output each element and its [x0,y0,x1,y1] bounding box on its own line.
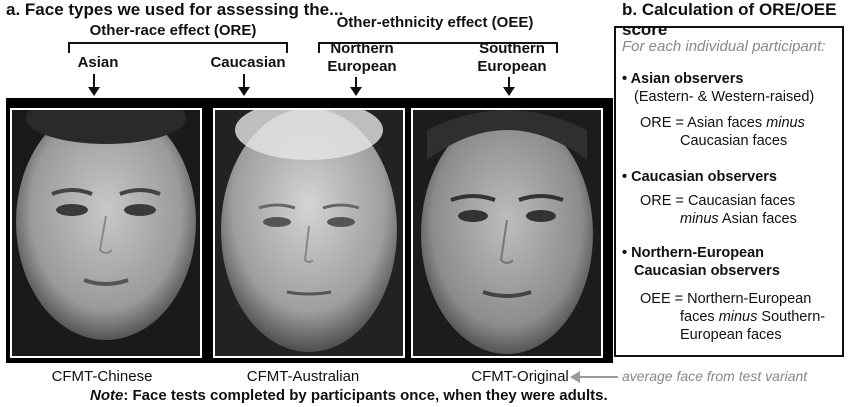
caucasian-observers-heading: • Caucasian observers [622,169,777,185]
variant-label-chinese: CFMT-Chinese [51,368,153,385]
ore-label: Other-race effect (ORE) [89,22,257,39]
left-arrow-icon [570,371,580,383]
calculation-box [614,26,844,357]
variant-label-original: CFMT-Original [471,368,569,385]
northern-oee-formula-line2: faces minus Southern- [680,309,826,325]
asian-observers-subtext: (Eastern- & Western-raised) [634,89,815,105]
northern-oee-formula-line3: European faces [680,327,782,343]
note-text: : Face tests completed by participants o… [123,387,608,404]
northern-oee-formula-line1: OEE = Northern-European [640,291,812,307]
oee-bracket [318,42,558,53]
northern-observers-heading: • Northern-European [622,245,765,261]
face-label-caucasian: Caucasian [210,54,286,71]
ore-bracket [68,42,288,53]
face-image-australian [213,108,405,358]
asian-ore-formula-line2: Caucasian faces [680,133,788,149]
arrow-caucasian [238,74,250,96]
northern-observers-heading-line2: Caucasian observers [634,263,780,279]
note: Note: Face tests completed by participan… [90,387,608,404]
arrow-shaft [578,376,618,378]
average-face-caption: average face from test variant [622,368,808,384]
variant-label-australian: CFMT-Australian [246,368,360,385]
face-label-southern: Southern European [477,40,547,75]
arrow-southern [503,77,515,96]
caucasian-ore-formula-line1: ORE = Caucasian faces [640,193,796,209]
panel-a-title: a. Face types we used for assessing the.… [6,0,344,19]
face-label-northern: Northern European [327,40,397,75]
face-image-chinese [10,108,202,358]
calculation-intro: For each individual participant: [622,38,826,55]
face-label-asian: Asian [77,54,119,71]
face-strip [6,98,613,363]
caucasian-ore-formula-line2: minus Asian faces [680,211,797,227]
asian-observers-heading: • Asian observers [622,71,744,87]
arrow-northern [350,77,362,96]
oee-label: Other-ethnicity effect (OEE) [336,14,534,31]
panel-b-title: b. Calculation of ORE/OEE score [622,0,837,39]
face-image-original [411,108,603,358]
asian-ore-formula-line1: ORE = Asian faces minus [640,115,805,131]
arrow-asian [88,74,100,96]
note-label: Note [90,387,124,404]
